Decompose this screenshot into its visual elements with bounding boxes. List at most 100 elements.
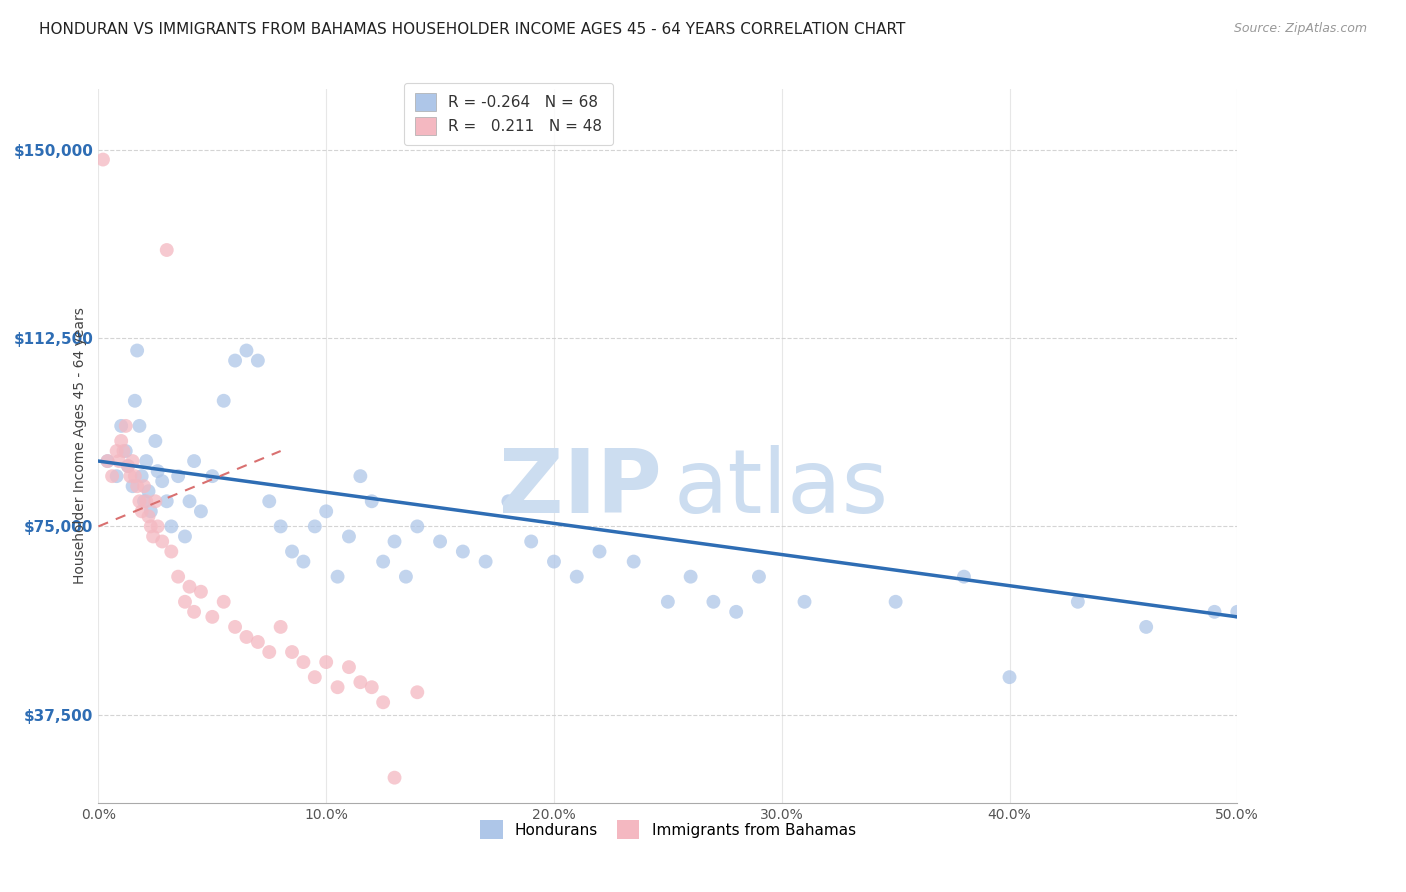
Text: HONDURAN VS IMMIGRANTS FROM BAHAMAS HOUSEHOLDER INCOME AGES 45 - 64 YEARS CORREL: HONDURAN VS IMMIGRANTS FROM BAHAMAS HOUS…	[39, 22, 905, 37]
Point	[138, 509, 160, 524]
Point	[156, 494, 179, 508]
Point	[91, 153, 114, 167]
Point	[1271, 610, 1294, 624]
Point	[132, 479, 155, 493]
Text: ZIP: ZIP	[499, 445, 662, 533]
Point	[167, 569, 190, 583]
Point	[127, 479, 149, 493]
Point	[725, 605, 748, 619]
Y-axis label: Householder Income Ages 45 - 64 years: Householder Income Ages 45 - 64 years	[73, 308, 87, 584]
Point	[884, 595, 907, 609]
Point	[145, 434, 167, 448]
Point	[139, 504, 162, 518]
Point	[108, 454, 131, 468]
Point	[679, 569, 702, 583]
Point	[337, 529, 360, 543]
Point	[349, 675, 371, 690]
Point	[998, 670, 1021, 684]
Point	[246, 635, 269, 649]
Point	[150, 474, 173, 488]
Point	[1249, 610, 1271, 624]
Point	[167, 469, 190, 483]
Point	[96, 454, 118, 468]
Point	[156, 243, 179, 257]
Point	[183, 454, 205, 468]
Point	[224, 620, 246, 634]
Point	[304, 670, 326, 684]
Point	[110, 434, 132, 448]
Point	[190, 584, 212, 599]
Point	[315, 504, 337, 518]
Point	[337, 660, 360, 674]
Point	[146, 519, 169, 533]
Point	[124, 469, 146, 483]
Point	[120, 469, 142, 483]
Point	[179, 580, 201, 594]
Point	[406, 685, 429, 699]
Point	[135, 494, 157, 508]
Point	[281, 645, 304, 659]
Point	[114, 444, 136, 458]
Point	[259, 494, 281, 508]
Point	[150, 534, 173, 549]
Point	[114, 418, 136, 433]
Point	[384, 771, 406, 785]
Point	[657, 595, 679, 609]
Text: Source: ZipAtlas.com: Source: ZipAtlas.com	[1233, 22, 1367, 36]
Point	[292, 555, 315, 569]
Point	[748, 569, 770, 583]
Point	[259, 645, 281, 659]
Point	[281, 544, 304, 558]
Point	[292, 655, 315, 669]
Point	[224, 353, 246, 368]
Point	[1204, 605, 1226, 619]
Point	[270, 620, 292, 634]
Point	[128, 494, 150, 508]
Point	[101, 469, 124, 483]
Point	[117, 459, 139, 474]
Point	[326, 569, 349, 583]
Point	[105, 444, 128, 458]
Point	[131, 469, 153, 483]
Point	[588, 544, 610, 558]
Point	[702, 595, 724, 609]
Point	[360, 494, 382, 508]
Point	[1295, 620, 1317, 634]
Point	[1135, 620, 1157, 634]
Point	[270, 519, 292, 533]
Point	[371, 695, 394, 709]
Point	[543, 555, 565, 569]
Point	[212, 393, 235, 408]
Point	[138, 484, 160, 499]
Point	[326, 680, 349, 694]
Point	[623, 555, 645, 569]
Point	[406, 519, 429, 533]
Point	[160, 544, 183, 558]
Point	[174, 595, 197, 609]
Point	[360, 680, 382, 694]
Point	[349, 469, 371, 483]
Point	[105, 469, 128, 483]
Point	[131, 504, 153, 518]
Point	[179, 494, 201, 508]
Point	[135, 454, 157, 468]
Point	[110, 418, 132, 433]
Point	[315, 655, 337, 669]
Point	[429, 534, 451, 549]
Point	[235, 630, 257, 644]
Point	[451, 544, 474, 558]
Point	[953, 569, 976, 583]
Point	[146, 464, 169, 478]
Point	[371, 555, 394, 569]
Point	[121, 454, 143, 468]
Point	[201, 469, 224, 483]
Point	[304, 519, 326, 533]
Point	[127, 343, 149, 358]
Text: atlas: atlas	[673, 445, 889, 533]
Point	[1226, 605, 1249, 619]
Point	[520, 534, 543, 549]
Point	[235, 343, 257, 358]
Point	[174, 529, 197, 543]
Point	[145, 494, 167, 508]
Point	[565, 569, 588, 583]
